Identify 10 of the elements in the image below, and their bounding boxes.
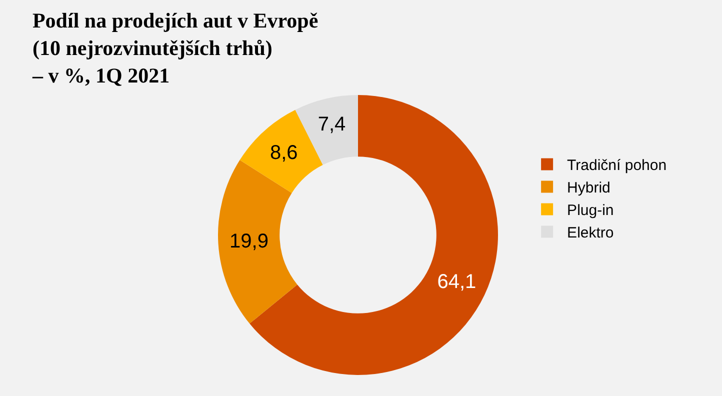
data-label: 7,4 bbox=[318, 113, 346, 136]
data-label: 19,9 bbox=[230, 230, 268, 253]
chart-title: Podíl na prodejích aut v Evropě (10 nejrozvinutějších trhů) – v %, 1Q 2021 bbox=[31, 8, 318, 88]
data-label: 8,6 bbox=[270, 142, 298, 164]
legend-label: Hybrid bbox=[567, 180, 610, 197]
donut-slice bbox=[295, 95, 358, 165]
legend-label: Plug-in bbox=[567, 202, 614, 220]
legend-label: Elektro bbox=[567, 224, 614, 242]
data-label: 64,1 bbox=[437, 270, 476, 293]
legend-label: Tradiční pohon bbox=[567, 157, 667, 174]
